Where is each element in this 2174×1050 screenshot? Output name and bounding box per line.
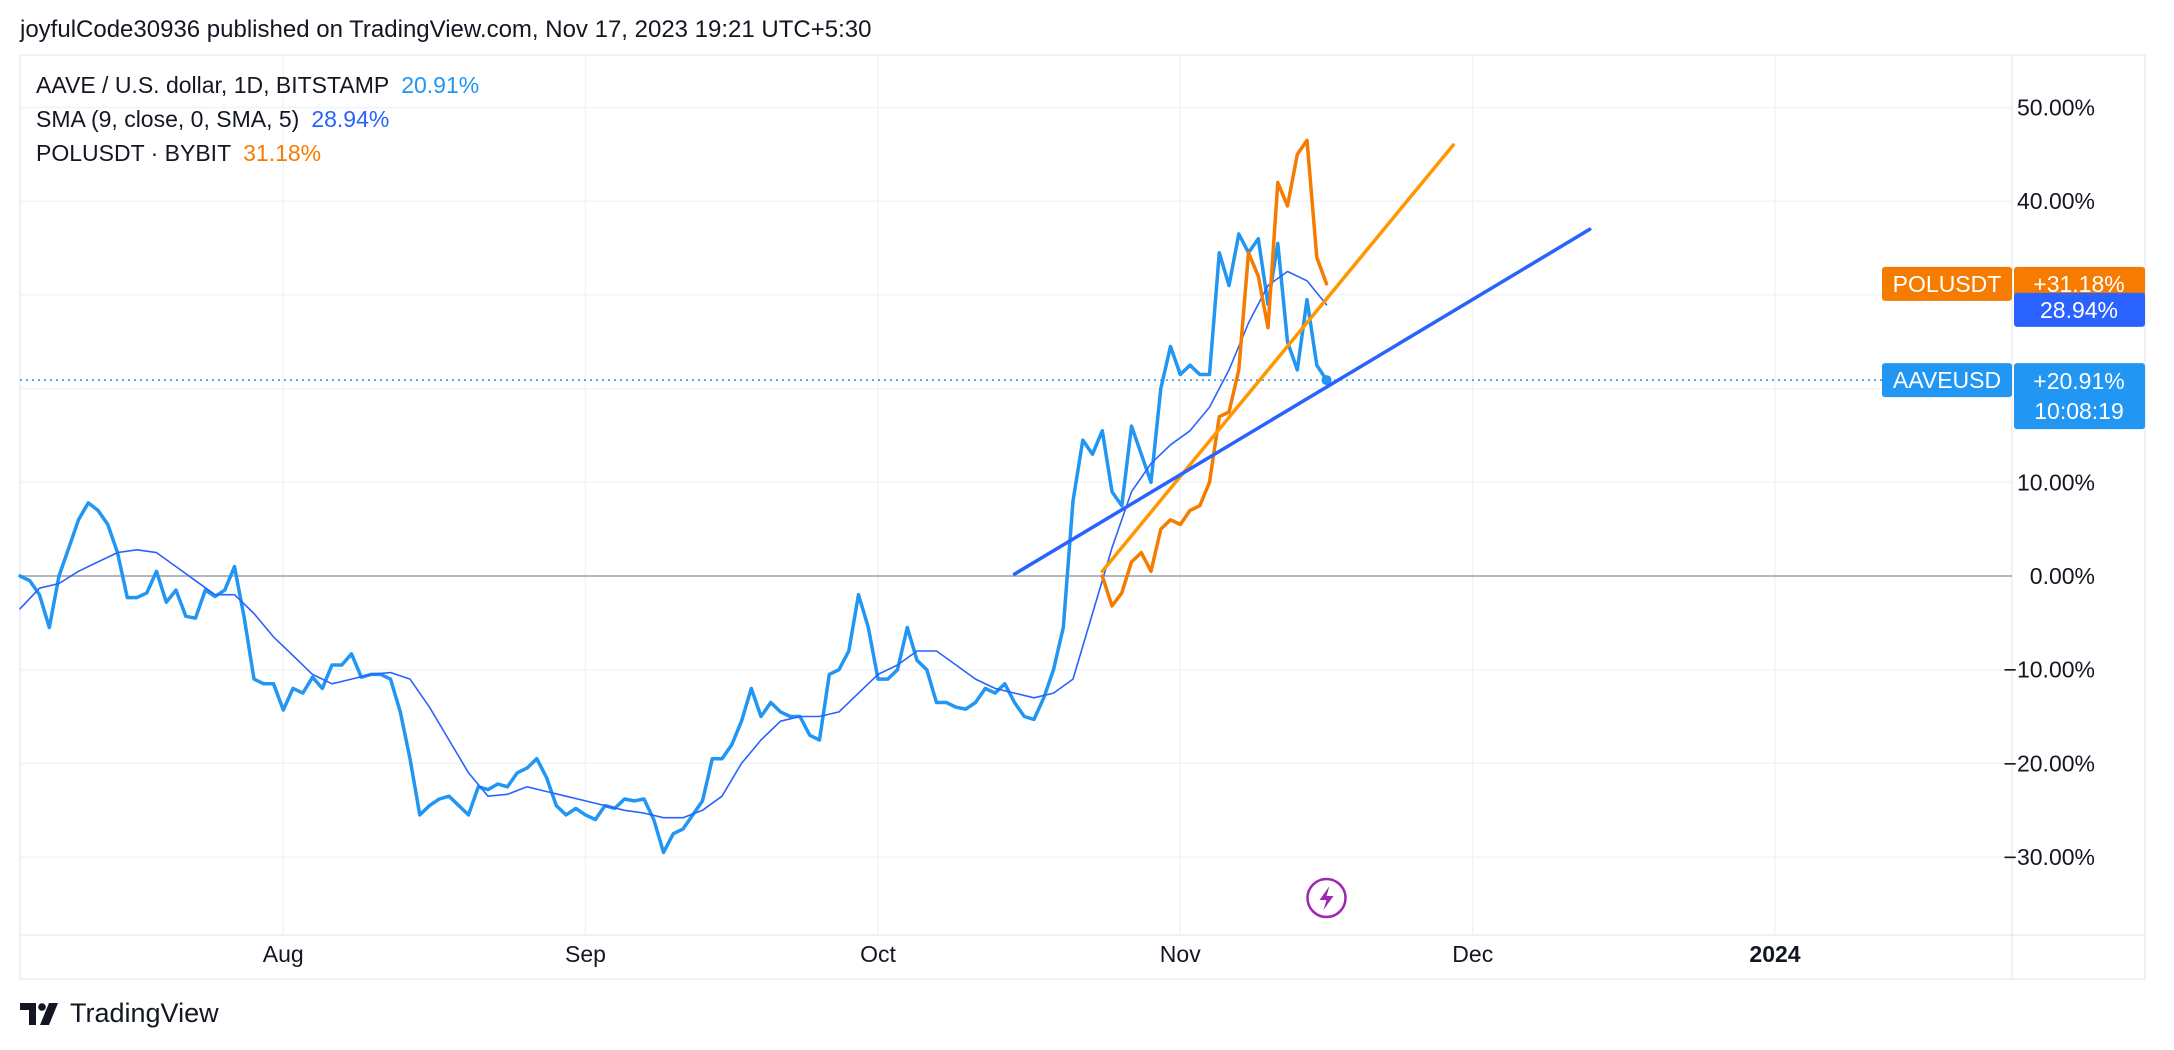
y-tick-label: 40.00% — [2017, 188, 2095, 214]
legend-aave[interactable]: AAVE / U.S. dollar, 1D, BITSTAMP 20.91% — [36, 72, 479, 99]
y-tick-label: −10.00% — [2004, 657, 2095, 683]
series-lines — [18, 138, 1332, 855]
x-tick-label: Oct — [860, 941, 896, 967]
tradingview-logo-icon — [20, 1002, 58, 1025]
y-tick-label: 10.00% — [2017, 469, 2095, 495]
x-tick-label: Nov — [1160, 941, 1201, 967]
legend-sma-label: SMA (9, close, 0, SMA, 5) — [36, 106, 300, 132]
orange-trend-line — [1100, 143, 1455, 574]
legend-sma-value: 28.94% — [311, 106, 390, 132]
lightning-icon[interactable] — [1306, 877, 1347, 919]
aave-line — [18, 232, 1329, 855]
legend-aave-label: AAVE / U.S. dollar, 1D, BITSTAMP — [36, 72, 390, 98]
aave-countdown: 10:08:19 — [2034, 398, 2124, 424]
chart-border — [19, 54, 2146, 980]
legend-polusdt-label: POLUSDT · BYBIT — [36, 140, 232, 166]
aave-name-tag-bg — [1882, 363, 2012, 398]
y-tick-label: 0.00% — [2030, 563, 2095, 589]
aave-name-tag: AAVEUSD — [1893, 367, 2001, 393]
legend-polusdt[interactable]: POLUSDT · BYBIT 31.18% — [36, 140, 321, 167]
tradingview-logo[interactable]: TradingView — [20, 998, 219, 1029]
aave-value-tag: +20.91% — [2033, 368, 2124, 394]
sma-line — [19, 270, 1328, 819]
y-tick-label: 50.00% — [2017, 95, 2095, 121]
aave-value-tag-bg — [2014, 363, 2145, 430]
x-tick-label: 2024 — [1749, 941, 1800, 967]
trend-lines — [1012, 143, 1592, 576]
polusdt-name-tag-bg — [1882, 266, 2012, 301]
tradingview-wordmark: TradingView — [70, 998, 219, 1028]
x-tick-label: Aug — [263, 941, 304, 967]
sma-value-tag-bg — [2014, 292, 2145, 327]
axes-layer: 50.00% 40.00% 10.00% 0.00% −10.00% −20.00% −30… — [263, 95, 2095, 968]
chart-grid — [19, 54, 2146, 980]
events-layer — [1306, 877, 1347, 919]
price-tags: POLUSDT +31.18%28.94% AAVEUSD +20.91% 10:08:… — [1882, 266, 2145, 430]
aave-last-point — [1321, 375, 1332, 386]
polusdt-line — [1100, 138, 1329, 608]
polusdt-name-tag: POLUSDT — [1893, 271, 2002, 297]
y-tick-label: −20.00% — [2004, 750, 2095, 776]
polusdt-value-tag: +31.18% — [2033, 271, 2124, 297]
x-tick-label: Dec — [1452, 941, 1493, 967]
legend-polusdt-value: 31.18% — [243, 140, 322, 166]
blue-trend-line — [1012, 227, 1592, 576]
legend-sma[interactable]: SMA (9, close, 0, SMA, 5) 28.94% — [36, 106, 389, 133]
y-tick-label: −30.00% — [2004, 844, 2095, 870]
polusdt-value-tag-bg — [2014, 266, 2145, 301]
lightning-bolt — [1319, 886, 1334, 910]
sma-value-tag: 28.94% — [2040, 297, 2118, 323]
published-header: joyfulCode30936 published on TradingView… — [20, 16, 872, 43]
x-tick-label: Sep — [565, 941, 606, 967]
legend-aave-value: 20.91% — [401, 72, 480, 98]
